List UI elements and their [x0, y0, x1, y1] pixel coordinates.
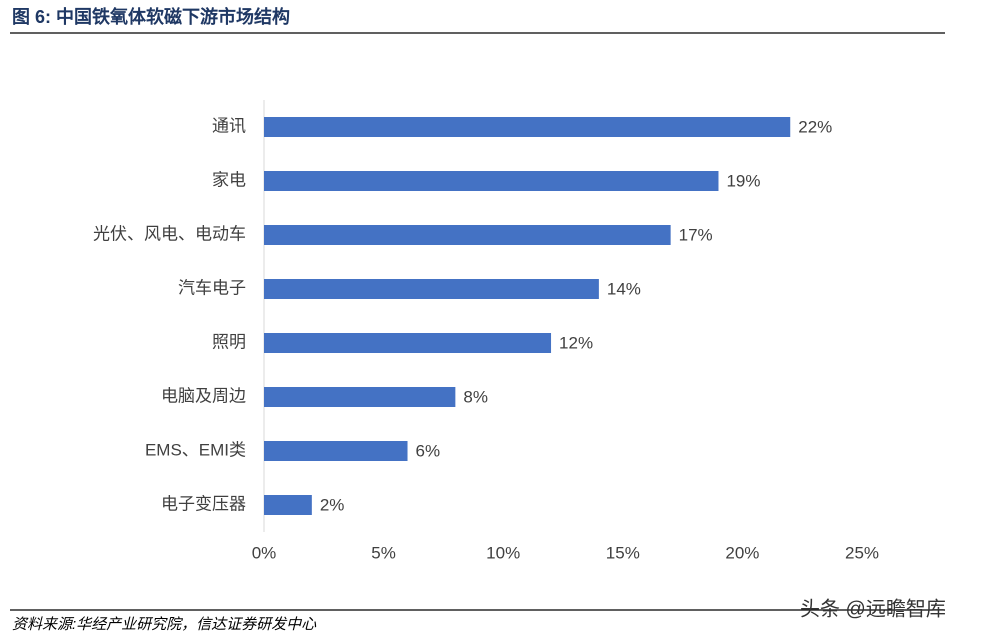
bar [264, 225, 671, 245]
watermark: 头条 @远瞻智库 [800, 597, 946, 620]
y-tick-label: 家电 [212, 170, 246, 189]
y-tick-label: 照明 [212, 332, 246, 351]
value-label: 14% [607, 279, 641, 298]
value-label: 17% [679, 225, 713, 244]
value-label: 22% [798, 117, 832, 136]
x-tick-label: 0% [252, 543, 277, 562]
bar [264, 333, 552, 353]
bar [264, 171, 719, 191]
bar [264, 441, 408, 461]
bar [264, 279, 599, 299]
y-tick-label: 电子变压器 [161, 494, 246, 513]
y-tick-label: 光伏、风电、电动车 [93, 224, 246, 243]
source: 资料来源:华经产业研究院，信达证券研发中心 [12, 616, 317, 633]
y-tick-label: EMS、EMI类 [145, 440, 246, 459]
x-tick-label: 25% [845, 543, 879, 562]
x-tick-label: 15% [606, 543, 640, 562]
y-tick-label: 电脑及周边 [161, 386, 246, 405]
value-label: 12% [559, 333, 593, 352]
x-tick-label: 10% [486, 543, 520, 562]
chart-title: 图 6: 中国铁氧体软磁下游市场结构 [12, 6, 290, 27]
bar [264, 387, 456, 407]
x-tick-label: 20% [725, 543, 759, 562]
value-label: 2% [320, 495, 345, 514]
value-label: 8% [463, 387, 488, 406]
bar [264, 117, 791, 137]
y-tick-label: 汽车电子 [178, 278, 246, 297]
value-label: 6% [416, 441, 441, 460]
value-label: 19% [726, 171, 760, 190]
x-tick-label: 5% [371, 543, 396, 562]
bar [264, 495, 312, 515]
y-tick-label: 通讯 [212, 116, 246, 135]
